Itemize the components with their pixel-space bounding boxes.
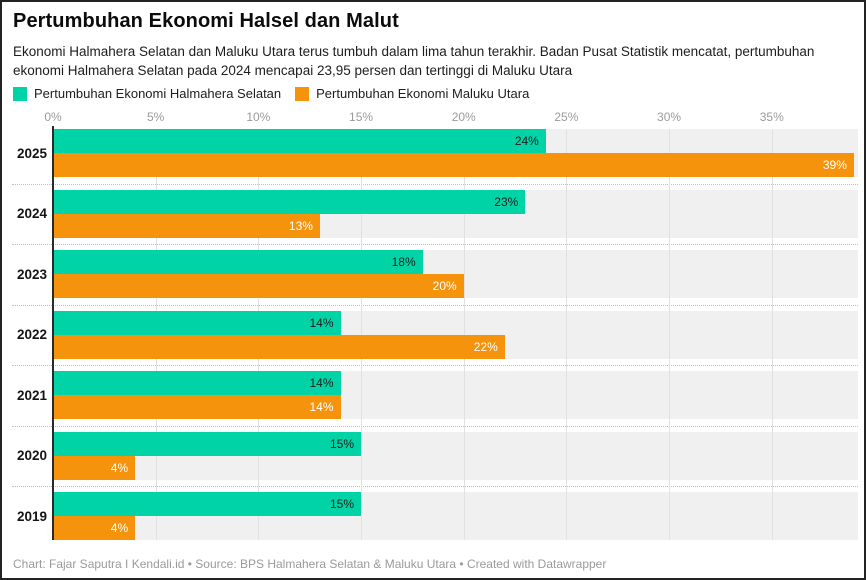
year-label-2025: 2025 bbox=[16, 145, 47, 161]
chart-subtitle: Ekonomi Halmahera Selatan dan Maluku Uta… bbox=[13, 44, 815, 79]
year-label-2019: 2019 bbox=[16, 508, 47, 524]
x-tick-label-25%: 25% bbox=[554, 110, 579, 124]
x-tick-label-5%: 5% bbox=[147, 110, 165, 124]
bar-malut-2019: 4% bbox=[53, 516, 136, 540]
chart-title: Pertumbuhan Ekonomi Halsel dan Malut bbox=[13, 10, 399, 32]
x-axis: 0% 5% 10% 15% 20% 25% 30% 35% bbox=[44, 108, 858, 129]
chart-footer: Chart: Fajar Saputra I Kendali.id • Sour… bbox=[13, 557, 607, 571]
bar-malut-2021: 14% bbox=[53, 395, 341, 419]
bar-value-label: 39% bbox=[822, 158, 847, 172]
bar-group-2023: 18% 20% 2023 bbox=[17, 250, 858, 298]
group-separator bbox=[12, 183, 858, 185]
year-label-2022: 2022 bbox=[16, 327, 47, 342]
bar-malut-2024: 13% bbox=[53, 213, 320, 238]
bar-halsel-2021: 14% bbox=[53, 371, 341, 395]
bar-halsel-2020: 15% bbox=[53, 431, 362, 456]
bar-value-label: 20% bbox=[432, 279, 457, 293]
bar-value-label: 4% bbox=[110, 521, 129, 535]
x-tick-label-10%: 10% bbox=[246, 110, 271, 124]
group-separator bbox=[12, 365, 858, 366]
plot-body: 24% 39% 2025 23% 13% 2024 18% 20% 2023 14% 22% 2022… bbox=[12, 126, 858, 540]
legend: Pertumbuhan Ekonomi Halmahera Selatan Pe… bbox=[13, 86, 529, 101]
bar-value-label: 23% bbox=[494, 194, 519, 209]
legend-item-halsel: Pertumbuhan Ekonomi Halmahera Selatan bbox=[13, 86, 281, 101]
bar-malut-2023: 20% bbox=[53, 274, 464, 298]
group-separator bbox=[12, 244, 858, 245]
bar-value-label: 14% bbox=[309, 400, 334, 414]
bar-group-2025: 24% 39% 2025 bbox=[17, 129, 858, 177]
year-label-2020: 2020 bbox=[16, 448, 47, 463]
bar-value-label: 18% bbox=[391, 255, 416, 269]
gridline bbox=[566, 129, 568, 540]
bar-group-2021: 14% 14% 2021 bbox=[17, 371, 858, 419]
bar-value-label: 22% bbox=[473, 339, 498, 354]
bar-halsel-2022: 14% bbox=[53, 310, 341, 335]
legend-label-malut: Pertumbuhan Ekonomi Maluku Utara bbox=[316, 86, 530, 101]
legend-swatch-halsel bbox=[13, 86, 27, 101]
bar-value-label: 14% bbox=[309, 376, 334, 390]
bar-value-label: 15% bbox=[330, 436, 355, 451]
bar-halsel-2024: 23% bbox=[53, 189, 526, 214]
group-separator bbox=[12, 425, 858, 427]
bar-value-label: 13% bbox=[288, 218, 313, 233]
year-label-2024: 2024 bbox=[16, 206, 47, 221]
bar-group-2019: 15% 4% 2019 bbox=[17, 492, 858, 540]
legend-swatch-malut bbox=[295, 86, 310, 101]
bar-value-label: 24% bbox=[514, 134, 539, 148]
x-tick-label-20%: 20% bbox=[451, 110, 476, 124]
x-tick-label-30%: 30% bbox=[657, 110, 682, 124]
zero-axis-line bbox=[52, 126, 54, 540]
x-tick-label-0%: 0% bbox=[44, 110, 62, 124]
bar-value-label: 15% bbox=[330, 497, 355, 511]
bar-group-2022: 14% 22% 2022 bbox=[17, 310, 858, 359]
year-label-2021: 2021 bbox=[16, 387, 47, 403]
bar-malut-2025: 39% bbox=[53, 153, 854, 177]
bar-group-2024: 23% 13% 2024 bbox=[17, 189, 858, 238]
bar-value-label: 4% bbox=[110, 460, 129, 475]
bar-halsel-2023: 18% bbox=[53, 250, 423, 274]
group-separator bbox=[12, 304, 858, 306]
group-separator bbox=[12, 486, 858, 487]
bar-chart: 0% 5% 10% 15% 20% 25% 30% 35% 24% 39% 2025 23% 13% 2… bbox=[2, 108, 864, 544]
bar-halsel-2019: 15% bbox=[53, 492, 362, 516]
year-label-2023: 2023 bbox=[16, 266, 47, 282]
bar-group-2020: 15% 4% 2020 bbox=[17, 431, 858, 480]
x-tick-label-35%: 35% bbox=[759, 110, 784, 124]
x-tick-label-15%: 15% bbox=[349, 110, 374, 124]
bar-malut-2022: 22% bbox=[53, 334, 505, 359]
bar-value-label: 14% bbox=[309, 315, 334, 330]
legend-label-halsel: Pertumbuhan Ekonomi Halmahera Selatan bbox=[34, 86, 282, 101]
bar-halsel-2025: 24% bbox=[53, 129, 546, 153]
gridline bbox=[771, 129, 773, 540]
gridline bbox=[669, 129, 671, 540]
bar-malut-2020: 4% bbox=[53, 455, 136, 480]
legend-item-malut: Pertumbuhan Ekonomi Maluku Utara bbox=[295, 86, 529, 101]
